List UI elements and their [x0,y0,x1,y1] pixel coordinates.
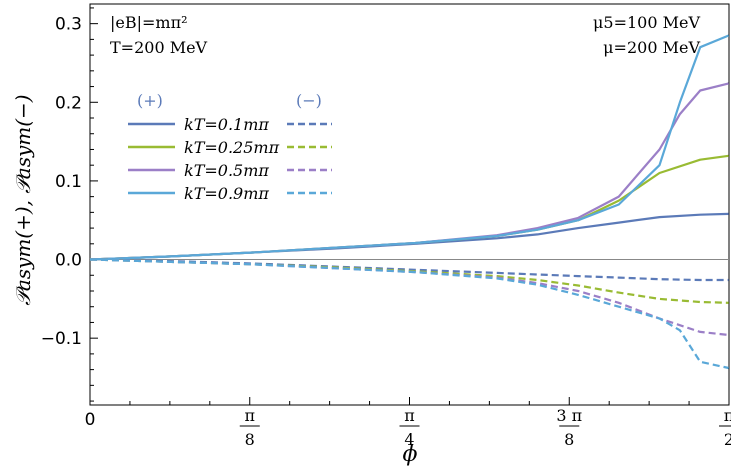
y-tick-label: 0.1 [55,172,82,192]
annotation-mu5: μ5=100 MeV [593,13,700,32]
y-tick-label: 0.3 [55,15,82,35]
x-tick-label-numerator: 3 π [556,406,582,425]
y-tick-label: −0.1 [41,329,82,349]
y-axis-ticks: −0.1 0.0 0.1 0.2 0.3 [41,7,98,402]
y-tick-label: 0.2 [55,93,82,113]
series-layer [89,34,730,370]
y-tick-label: 0.0 [55,251,82,271]
legend-header-plus: (+) [137,91,163,110]
x-axis-title: ϕ [403,442,418,467]
legend: (+) (−) kT=0.1mπ kT=0.25mπ kT=0.5mπ kT=0.9m… [128,91,332,203]
annotation-temperature: T=200 MeV [110,38,208,57]
series-line [89,34,730,261]
x-tick-label: 0 [85,410,96,430]
legend-entry-label: kT=0.25mπ [184,138,280,157]
x-tick-label-denominator: 8 [564,430,574,449]
legend-entry-label: kT=0.9mπ [184,184,269,203]
y-axis-title: 𝒫asym(+), 𝒫asym(−) [11,94,35,305]
annotation-mu: μ=200 MeV [603,38,700,57]
x-axis-ticks: 0 π 8 π 4 3 π 8 π 2 [85,397,731,449]
legend-entry-label: kT=0.1mπ [184,115,269,134]
x-tick-label-denominator: 8 [245,430,255,449]
x-tick-label-numerator: π [404,406,415,425]
x-tick-label-denominator: 4 [404,430,414,449]
legend-header-minus: (−) [296,91,322,110]
legend-entry-label: kT=0.5mπ [184,161,269,180]
x-tick-label-numerator: π [724,406,731,425]
x-tick-label-denominator: 2 [724,430,731,449]
x-tick-label-numerator: π [244,406,255,425]
series-line [89,258,729,370]
annotation-eb: |eB|=mπ² [110,13,188,32]
